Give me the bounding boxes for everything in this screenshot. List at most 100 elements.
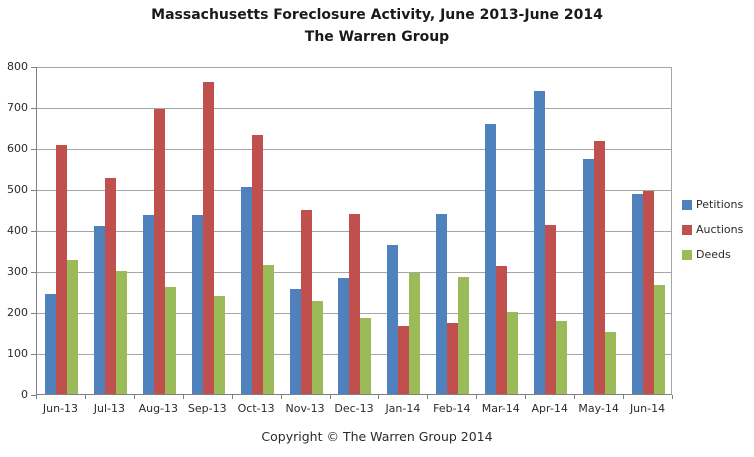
bar-auctions-may-14 bbox=[594, 141, 606, 394]
bar-petitions-nov-13 bbox=[289, 289, 301, 394]
x-axis-label-nov-13: Nov-13 bbox=[285, 402, 325, 415]
bar-group-apr-14 bbox=[526, 67, 575, 394]
x-axis-label-jul-13: Jul-13 bbox=[93, 402, 125, 415]
bar-group-jan-14 bbox=[379, 67, 428, 394]
x-axis-label-dec-13: Dec-13 bbox=[334, 402, 374, 415]
y-axis-tick-600 bbox=[31, 149, 36, 150]
x-axis-tick-1 bbox=[85, 395, 86, 399]
bar-auctions-jun-14 bbox=[643, 191, 655, 394]
bar-deeds-may-14 bbox=[605, 332, 617, 394]
bar-deeds-jul-13 bbox=[115, 271, 127, 394]
x-axis-tick-6 bbox=[330, 395, 331, 399]
legend-label-auctions: Auctions bbox=[696, 223, 744, 236]
bar-group-aug-13 bbox=[135, 67, 184, 394]
x-axis-tick-9 bbox=[476, 395, 477, 399]
bar-petitions-jun-14 bbox=[632, 194, 644, 394]
legend: Petitions Auctions Deeds bbox=[682, 198, 743, 273]
gridline-600 bbox=[37, 149, 671, 150]
bar-petitions-oct-13 bbox=[240, 187, 252, 394]
bar-group-may-14 bbox=[575, 67, 624, 394]
bar-deeds-mar-14 bbox=[507, 312, 519, 394]
x-axis-label-may-14: May-14 bbox=[578, 402, 619, 415]
bar-petitions-jun-13 bbox=[44, 294, 56, 394]
bar-auctions-apr-14 bbox=[545, 225, 557, 394]
bar-auctions-jan-14 bbox=[398, 326, 410, 394]
bar-petitions-may-14 bbox=[583, 159, 595, 394]
bar-auctions-dec-13 bbox=[349, 214, 361, 394]
bar-group-dec-13 bbox=[331, 67, 380, 394]
bar-auctions-sep-13 bbox=[202, 82, 214, 394]
legend-item-auctions: Auctions bbox=[682, 223, 743, 236]
x-axis-label-feb-14: Feb-14 bbox=[433, 402, 471, 415]
legend-item-petitions: Petitions bbox=[682, 198, 743, 211]
y-axis-tick-200 bbox=[31, 313, 36, 314]
y-axis-label-100: 100 bbox=[7, 347, 28, 360]
bar-deeds-jun-14 bbox=[654, 285, 666, 394]
bar-deeds-jan-14 bbox=[409, 273, 421, 394]
gridline-800 bbox=[37, 67, 671, 68]
y-axis-label-300: 300 bbox=[7, 265, 28, 278]
bar-deeds-oct-13 bbox=[262, 265, 274, 394]
x-axis-label-jan-14: Jan-14 bbox=[385, 402, 421, 415]
y-axis-tick-400 bbox=[31, 231, 36, 232]
x-axis-tick-3 bbox=[183, 395, 184, 399]
copyright-text: Copyright © The Warren Group 2014 bbox=[261, 429, 493, 444]
bar-auctions-mar-14 bbox=[496, 266, 508, 394]
bar-auctions-oct-13 bbox=[251, 135, 263, 394]
y-axis-tick-800 bbox=[31, 67, 36, 68]
chart-title: Massachusetts Foreclosure Activity, June… bbox=[151, 7, 603, 23]
bar-deeds-feb-14 bbox=[458, 277, 470, 394]
bar-deeds-dec-13 bbox=[360, 318, 372, 394]
x-axis-label-apr-14: Apr-14 bbox=[531, 402, 568, 415]
bar-petitions-jan-14 bbox=[387, 245, 399, 394]
bar-group-nov-13 bbox=[282, 67, 331, 394]
plot-area bbox=[36, 67, 672, 395]
bar-group-oct-13 bbox=[233, 67, 282, 394]
chart-subtitle: The Warren Group bbox=[304, 29, 450, 45]
y-axis-label-400: 400 bbox=[7, 224, 28, 237]
bar-group-sep-13 bbox=[184, 67, 233, 394]
y-axis-label-0: 0 bbox=[21, 388, 28, 401]
y-axis-tick-0 bbox=[31, 395, 36, 396]
bar-auctions-aug-13 bbox=[153, 109, 165, 394]
x-axis-tick-0 bbox=[36, 395, 37, 399]
legend-label-deeds: Deeds bbox=[696, 248, 731, 261]
x-axis-label-mar-14: Mar-14 bbox=[481, 402, 520, 415]
bar-petitions-feb-14 bbox=[436, 214, 448, 394]
bar-group-feb-14 bbox=[428, 67, 477, 394]
x-axis-tick-10 bbox=[525, 395, 526, 399]
legend-item-deeds: Deeds bbox=[682, 248, 743, 261]
legend-swatch-petitions bbox=[682, 199, 692, 210]
bar-deeds-aug-13 bbox=[164, 287, 176, 394]
x-axis-tick-5 bbox=[281, 395, 282, 399]
x-axis-label-oct-13: Oct-13 bbox=[237, 402, 275, 415]
bar-petitions-dec-13 bbox=[338, 278, 350, 394]
y-axis-tick-300 bbox=[31, 272, 36, 273]
y-axis-label-200: 200 bbox=[7, 306, 28, 319]
bar-auctions-nov-13 bbox=[300, 210, 312, 394]
bar-auctions-jun-13 bbox=[55, 145, 67, 394]
bar-petitions-mar-14 bbox=[485, 124, 497, 394]
bar-deeds-apr-14 bbox=[556, 321, 568, 394]
bar-group-mar-14 bbox=[477, 67, 526, 394]
bar-deeds-nov-13 bbox=[311, 301, 323, 394]
x-axis-tick-13 bbox=[672, 395, 673, 399]
bar-group-jul-13 bbox=[86, 67, 135, 394]
y-axis-tick-100 bbox=[31, 354, 36, 355]
x-axis-label-jun-14: Jun-14 bbox=[629, 402, 666, 415]
bar-deeds-jun-13 bbox=[66, 260, 78, 394]
bar-auctions-feb-14 bbox=[447, 323, 459, 394]
legend-swatch-auctions bbox=[682, 224, 692, 235]
gridline-500 bbox=[37, 190, 671, 191]
bar-petitions-sep-13 bbox=[191, 215, 203, 394]
bar-petitions-aug-13 bbox=[142, 215, 154, 394]
bar-group-jun-14 bbox=[624, 67, 673, 394]
x-axis-tick-7 bbox=[378, 395, 379, 399]
y-axis-label-500: 500 bbox=[7, 183, 28, 196]
x-axis-tick-4 bbox=[232, 395, 233, 399]
bar-auctions-jul-13 bbox=[104, 178, 116, 394]
x-axis-tick-8 bbox=[427, 395, 428, 399]
